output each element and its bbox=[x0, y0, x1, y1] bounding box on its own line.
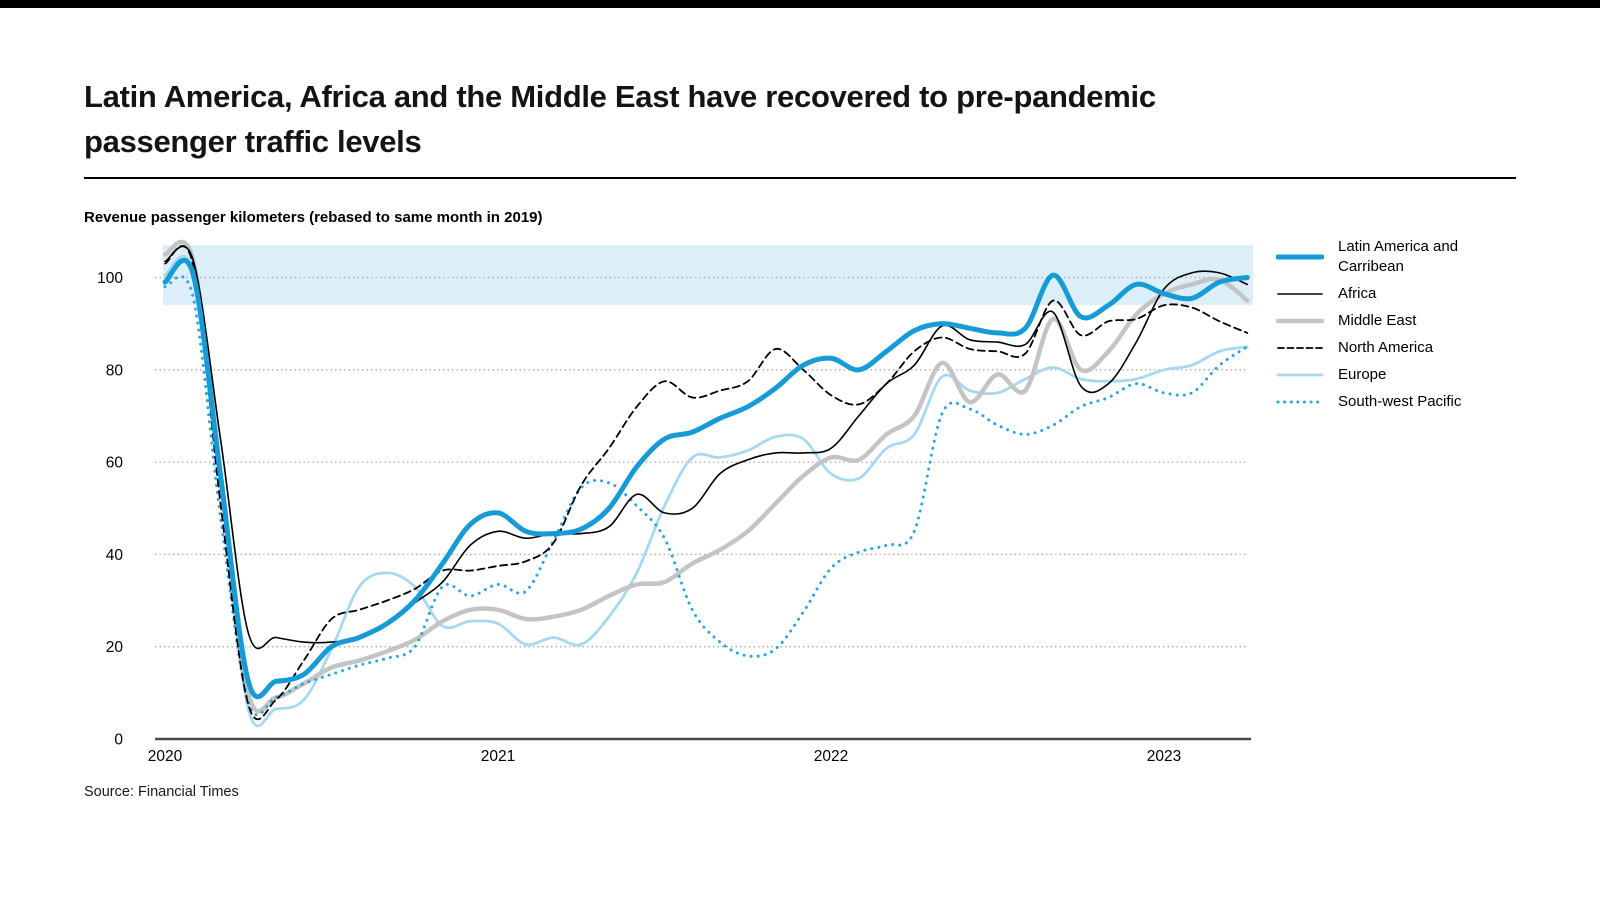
chart-subtitle: Revenue passenger kilometers (rebased to… bbox=[84, 209, 543, 226]
series-line-europe bbox=[163, 254, 1249, 728]
top-bar bbox=[0, 0, 1600, 8]
page-title-line1: Latin America, Africa and the Middle Eas… bbox=[84, 79, 1156, 114]
series-line-south-west-pacific bbox=[163, 275, 1249, 717]
legend-item-middle-east: Middle East bbox=[1276, 311, 1526, 331]
series-line-latin-america-and-carribean bbox=[162, 258, 1250, 700]
x-axis-label: 2022 bbox=[814, 748, 848, 765]
legend-swatch-icon bbox=[1276, 400, 1324, 404]
y-axis-label: 20 bbox=[106, 639, 124, 656]
legend-swatch-icon bbox=[1276, 318, 1324, 324]
y-axis-label: 80 bbox=[106, 362, 124, 379]
legend-item-latin-america-and-carribean: Latin America and Carribean bbox=[1276, 237, 1526, 277]
pre-pandemic-band bbox=[163, 245, 1253, 306]
legend-item-africa: Africa bbox=[1276, 284, 1526, 304]
legend-label: Middle East bbox=[1338, 312, 1417, 329]
legend-swatch-icon bbox=[1277, 347, 1323, 349]
x-axis-label: 2021 bbox=[481, 748, 515, 765]
title-divider bbox=[84, 177, 1516, 179]
y-axis-label: 60 bbox=[106, 455, 124, 472]
y-axis-label: 0 bbox=[114, 732, 123, 749]
legend-swatch-icon bbox=[1276, 254, 1324, 260]
legend-item-south-west-pacific: South-west Pacific bbox=[1276, 392, 1526, 412]
series-line-africa bbox=[164, 245, 1249, 650]
series-line-north-america bbox=[164, 245, 1249, 721]
legend-item-europe: Europe bbox=[1276, 365, 1526, 385]
page-title-line2: passenger traffic levels bbox=[84, 124, 422, 159]
legend-label: North America bbox=[1338, 339, 1434, 356]
chart-legend: Latin America and Carribean Africa Middle … bbox=[1276, 237, 1526, 419]
source-note: Source: Financial Times bbox=[84, 784, 239, 800]
y-axis-label: 40 bbox=[106, 547, 124, 564]
legend-label: Africa bbox=[1338, 285, 1377, 302]
legend-swatch-icon bbox=[1276, 373, 1324, 377]
legend-label: South-west Pacific bbox=[1338, 393, 1462, 410]
legend-item-north-america: North America bbox=[1276, 338, 1526, 358]
y-axis-label: 100 bbox=[97, 270, 123, 287]
x-axis-label: 2020 bbox=[148, 748, 183, 765]
series-line-middle-east bbox=[162, 239, 1250, 714]
x-axis-label: 2023 bbox=[1147, 748, 1181, 765]
legend-label: Europe bbox=[1338, 366, 1387, 383]
legend-swatch-icon bbox=[1277, 293, 1323, 295]
legend-label: Latin America and Carribean bbox=[1338, 238, 1459, 275]
page-title: Latin America, Africa and the Middle Eas… bbox=[84, 74, 1524, 164]
